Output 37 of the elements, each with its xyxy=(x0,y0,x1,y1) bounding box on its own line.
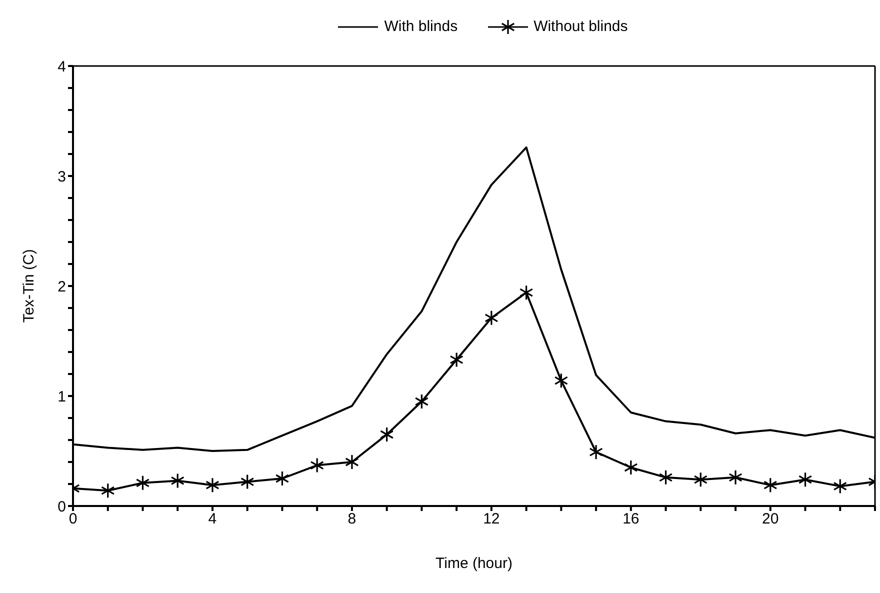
x-tick-label: 20 xyxy=(762,510,779,528)
y-tick-label: 1 xyxy=(58,388,66,406)
point xyxy=(694,472,708,488)
point xyxy=(450,352,464,368)
point xyxy=(519,284,534,300)
y-tick-label: 3 xyxy=(58,168,66,186)
point xyxy=(414,394,429,410)
point xyxy=(764,477,778,493)
x-tick-label: 16 xyxy=(622,510,640,528)
point xyxy=(589,444,603,460)
point xyxy=(240,474,254,490)
y-tick-label: 0 xyxy=(58,498,66,516)
y-axis-title: Tex-Tin (C) xyxy=(20,249,38,323)
point xyxy=(554,372,568,388)
point xyxy=(310,458,324,474)
point xyxy=(136,475,150,491)
point xyxy=(728,470,742,486)
x-tick-label: 4 xyxy=(208,510,217,528)
y-tick-label: 4 xyxy=(58,58,66,76)
point xyxy=(100,482,115,498)
legend-label: With blinds xyxy=(384,18,458,35)
y-tick-label: 2 xyxy=(58,278,66,296)
point xyxy=(380,426,394,442)
point xyxy=(206,477,220,493)
x-tick-label: 8 xyxy=(348,510,356,528)
x-tick-label: 0 xyxy=(68,510,78,528)
x-tick-label: 12 xyxy=(483,510,500,528)
point xyxy=(345,454,359,470)
x-axis-title: Time (hour) xyxy=(436,555,512,572)
point xyxy=(658,470,673,486)
point xyxy=(798,472,812,488)
point xyxy=(624,460,638,476)
point xyxy=(170,472,184,488)
point xyxy=(275,470,290,486)
point xyxy=(484,310,498,326)
point xyxy=(833,478,848,494)
legend-label: Without blinds xyxy=(534,18,628,35)
